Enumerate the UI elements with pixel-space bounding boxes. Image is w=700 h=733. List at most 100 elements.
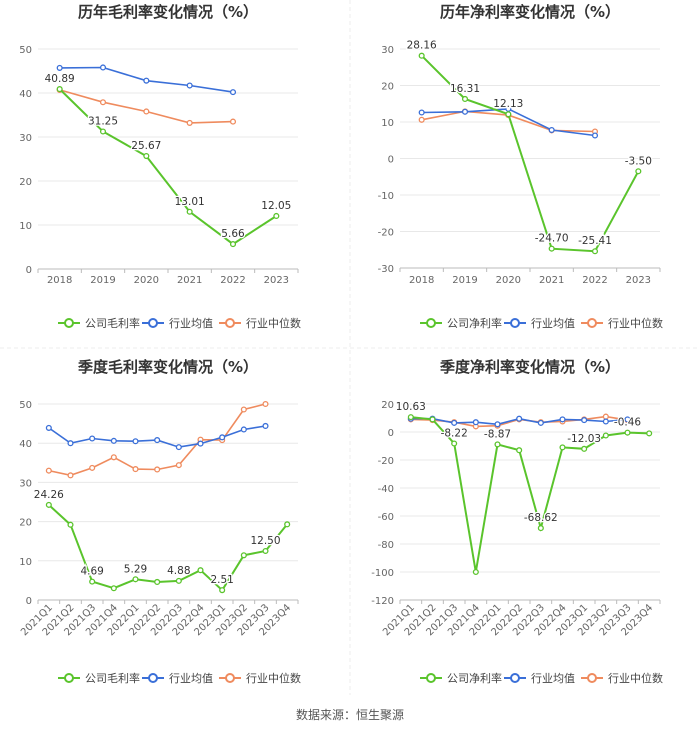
data-point-median [602, 413, 609, 420]
y-tick-label: 20 [381, 400, 394, 411]
data-point-company [99, 128, 107, 135]
y-tick-label: 20 [19, 518, 32, 529]
legend-item-median: 行业中位数 [219, 671, 301, 685]
series-line-company [420, 54, 640, 253]
data-point-company [219, 587, 226, 594]
legend-label: 公司净利率 [447, 316, 502, 330]
data-label: 13.01 [175, 196, 205, 208]
data-point-company [186, 208, 193, 215]
data-point-company [407, 414, 414, 421]
data-point-avg [581, 417, 588, 424]
data-label: 4.69 [80, 566, 103, 578]
data-label: -68.62 [524, 512, 558, 524]
data-point-median [110, 454, 117, 461]
legend-item-avg: 行业均值 [142, 317, 213, 330]
data-point-avg [143, 77, 150, 84]
legend-label: 行业中位数 [246, 671, 301, 685]
y-tick-label: -20 [378, 456, 394, 467]
legend-label: 公司毛利率 [85, 671, 140, 685]
data-point-avg [154, 437, 161, 444]
data-point-company [624, 429, 631, 436]
legend-label: 行业中位数 [608, 316, 663, 330]
data-label: 28.16 [407, 40, 437, 52]
x-tick-label: 2019 [90, 275, 115, 286]
y-tick-label: 10 [381, 118, 394, 129]
legend-swatch-marker [225, 318, 235, 328]
data-point-avg [624, 416, 631, 423]
legend-item-company: 公司毛利率 [58, 671, 140, 685]
chart-panel-1: 历年毛利率变化情况（%） 0 10 20 30 40 50 2018 2019 2020 2021 2… [19, 3, 301, 330]
data-point-company [505, 111, 512, 118]
data-point-median [229, 118, 237, 125]
data-point-company [262, 547, 269, 555]
chart-panel-2: 历年净利率变化情况（%） -30 -20 -10 0 10 20 30 2018 2019 2020… [378, 3, 663, 330]
data-point-median [45, 467, 52, 474]
data-point-company [229, 241, 237, 248]
data-label: 12.13 [493, 98, 523, 110]
legend-item-company: 公司净利率 [420, 671, 502, 685]
data-point-company [646, 430, 653, 437]
legend-label: 行业均值 [531, 672, 575, 685]
legend-item-median: 行业中位数 [219, 316, 301, 330]
data-point-company [472, 568, 479, 576]
legend-item-avg: 行业均值 [504, 317, 575, 330]
legend-swatch-marker [587, 318, 597, 328]
data-label: 24.26 [34, 489, 64, 501]
chart-title: 历年毛利率变化情况（%） [78, 3, 258, 21]
legend-label: 公司净利率 [447, 671, 502, 685]
y-tick-label: 50 [19, 400, 32, 411]
legend-swatch-marker [587, 673, 597, 683]
y-tick-label: 0 [26, 265, 32, 276]
data-point-company [154, 578, 161, 586]
data-label: -12.03 [567, 433, 601, 445]
data-point-median [175, 462, 182, 469]
y-tick-label: 20 [19, 177, 32, 188]
chart-title: 季度毛利率变化情况（%） [78, 358, 258, 376]
data-label: 25.67 [131, 140, 161, 152]
data-point-company [548, 245, 555, 252]
x-tick-label: 2020 [134, 275, 159, 286]
legend-swatch-marker [426, 318, 436, 328]
data-point-company [240, 552, 247, 559]
y-tick-label: -80 [378, 540, 394, 551]
x-tick-label: 2018 [409, 275, 434, 286]
y-tick-label: 10 [19, 557, 32, 568]
chart-title: 历年净利率变化情况（%） [440, 3, 620, 21]
data-point-company [67, 521, 74, 528]
y-tick-label: -30 [378, 264, 394, 275]
y-tick-label: 40 [19, 439, 32, 450]
legend-item-avg: 行业均值 [504, 672, 575, 685]
data-point-avg [461, 108, 469, 115]
series-line-median [59, 89, 234, 124]
y-tick-label: 50 [19, 45, 32, 56]
legend-swatch-marker [64, 673, 74, 683]
data-point-median [89, 464, 96, 471]
data-label: -24.70 [535, 233, 569, 245]
data-label: 10.63 [396, 401, 426, 413]
legend-swatch-marker [225, 673, 235, 683]
legend-label: 行业均值 [531, 317, 575, 330]
data-point-median [154, 466, 161, 473]
y-tick-label: -10 [378, 191, 394, 202]
chart-panel-4: 季度净利率变化情况（%）-120-100-80-60-40-200202021Q… [371, 358, 663, 685]
data-point-company [418, 52, 425, 59]
x-tick-label: 2022 [220, 275, 245, 286]
data-point-company [591, 248, 599, 255]
y-tick-label: -100 [371, 568, 394, 579]
series-line-avg [48, 425, 266, 448]
y-tick-label: 30 [19, 478, 32, 489]
legend-item-median: 行业中位数 [581, 316, 663, 330]
y-tick-label: 10 [19, 221, 32, 232]
y-tick-label: 40 [19, 89, 32, 100]
y-tick-label: 30 [19, 133, 32, 144]
data-label: 31.25 [88, 116, 118, 128]
data-point-avg [89, 435, 96, 442]
data-point-company [451, 440, 458, 447]
data-point-company [143, 153, 150, 160]
x-tick-label: 2023 [626, 275, 651, 286]
data-point-avg [591, 132, 599, 139]
y-tick-label: 0 [26, 596, 32, 607]
x-tick-label: 2022 [582, 275, 607, 286]
data-point-avg [537, 419, 544, 426]
series-line-company [410, 416, 650, 573]
